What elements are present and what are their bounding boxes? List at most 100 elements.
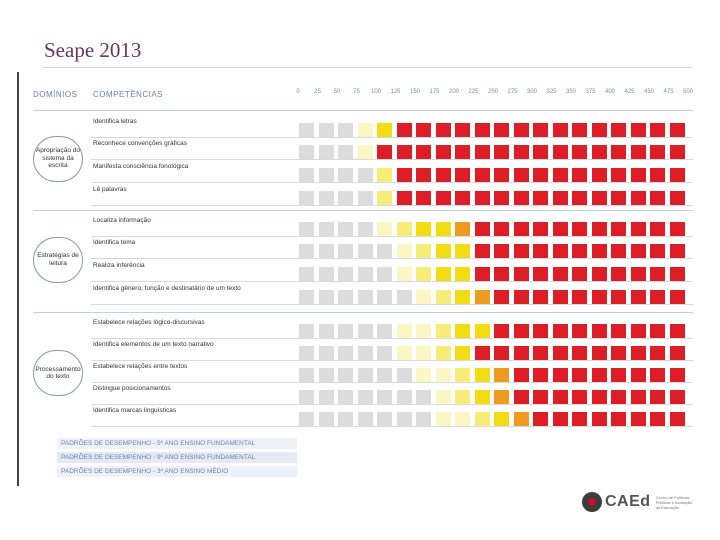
proficiency-cell (416, 267, 431, 281)
domain-band-divider (33, 110, 693, 111)
proficiency-cell (611, 346, 626, 360)
proficiency-cell (494, 123, 509, 137)
proficiency-cell (338, 324, 353, 338)
proficiency-cell (513, 267, 529, 281)
proficiency-cell (591, 267, 607, 281)
domains-header: DOMÍNIOS (33, 90, 78, 99)
proficiency-cell (572, 145, 587, 159)
proficiency-cell (338, 267, 353, 281)
proficiency-cell (455, 390, 470, 404)
proficiency-cell (455, 412, 470, 426)
scale-tick-75: 75 (353, 89, 360, 95)
competency-row-divider (91, 205, 693, 206)
scale-tick-175: 175 (429, 89, 440, 95)
proficiency-cell (533, 324, 548, 338)
caed-logo: CAEd Centro de Políticas Públicas e Aval… (582, 492, 696, 512)
competency-row-divider (91, 281, 693, 282)
proficiency-cell (611, 390, 626, 404)
proficiency-cell (669, 222, 685, 236)
proficiency-cell (533, 123, 548, 137)
competency-row-divider (91, 338, 693, 339)
proficiency-cell (630, 324, 646, 338)
proficiency-cell (435, 346, 451, 360)
proficiency-cell (669, 412, 685, 426)
proficiency-cell (533, 222, 548, 236)
proficiency-cell (630, 168, 646, 182)
proficiency-cell (338, 145, 353, 159)
proficiency-cell (338, 290, 353, 304)
proficiency-cell (377, 346, 392, 360)
proficiency-cell (669, 390, 685, 404)
proficiency-cell (455, 346, 470, 360)
proficiency-cell (416, 191, 431, 205)
proficiency-cell (455, 244, 470, 258)
caed-logo-tagline: Centro de Políticas Públicas e Avaliação… (655, 494, 693, 510)
proficiency-cell (572, 244, 587, 258)
proficiency-cell (572, 390, 587, 404)
proficiency-cell (416, 324, 431, 338)
proficiency-cell (377, 222, 392, 236)
scale-tick-500: 500 (682, 89, 693, 95)
competency-label: Identifica gênero, função e destinatário… (93, 285, 241, 292)
proficiency-cell (435, 145, 451, 159)
proficiency-cell (435, 412, 451, 426)
competency-row-divider (91, 404, 693, 405)
proficiency-cell (299, 412, 314, 426)
proficiency-cell (630, 290, 646, 304)
proficiency-cell (416, 412, 431, 426)
proficiency-cell (435, 244, 451, 258)
proficiency-cell (572, 267, 587, 281)
proficiency-cell (513, 191, 529, 205)
proficiency-cell (357, 168, 373, 182)
proficiency-cell (572, 324, 587, 338)
proficiency-cell (377, 368, 392, 382)
proficiency-cell (377, 390, 392, 404)
proficiency-cell (299, 244, 314, 258)
proficiency-cell (611, 123, 626, 137)
proficiency-cell (435, 290, 451, 304)
proficiency-cell (299, 290, 314, 304)
proficiency-cell (650, 191, 665, 205)
proficiency-cell (650, 290, 665, 304)
proficiency-cell (494, 244, 509, 258)
proficiency-cell (552, 390, 568, 404)
proficiency-cell (357, 244, 373, 258)
proficiency-cell (396, 244, 412, 258)
competency-row-divider (91, 182, 693, 183)
proficiency-cell (377, 123, 392, 137)
proficiency-cell (591, 390, 607, 404)
proficiency-cell (377, 244, 392, 258)
competency-row-divider (91, 360, 693, 361)
proficiency-cell (338, 222, 353, 236)
scale-tick-275: 275 (507, 89, 518, 95)
proficiency-cell (572, 346, 587, 360)
proficiency-cell (318, 368, 334, 382)
proficiency-cell (357, 267, 373, 281)
proficiency-cell (435, 390, 451, 404)
panel-left-border (17, 72, 19, 486)
proficiency-cell (396, 145, 412, 159)
competency-label: Lê palavras (93, 186, 127, 193)
proficiency-cell (435, 168, 451, 182)
proficiency-cell (611, 412, 626, 426)
proficiency-cell (455, 222, 470, 236)
proficiency-cell (533, 346, 548, 360)
proficiency-cell (318, 290, 334, 304)
proficiency-cell (533, 390, 548, 404)
proficiency-cell (338, 346, 353, 360)
proficiency-cell (396, 368, 412, 382)
proficiency-cell (357, 346, 373, 360)
proficiency-cell (552, 168, 568, 182)
proficiency-cell (299, 191, 314, 205)
proficiency-cell (416, 222, 431, 236)
proficiency-cell (396, 222, 412, 236)
proficiency-cell (669, 290, 685, 304)
proficiency-cell (533, 368, 548, 382)
proficiency-cell (669, 346, 685, 360)
proficiency-cell (377, 324, 392, 338)
proficiency-cell (591, 145, 607, 159)
proficiency-cell (494, 191, 509, 205)
proficiency-cell (396, 191, 412, 205)
proficiency-cell (630, 412, 646, 426)
proficiency-cell (474, 123, 490, 137)
